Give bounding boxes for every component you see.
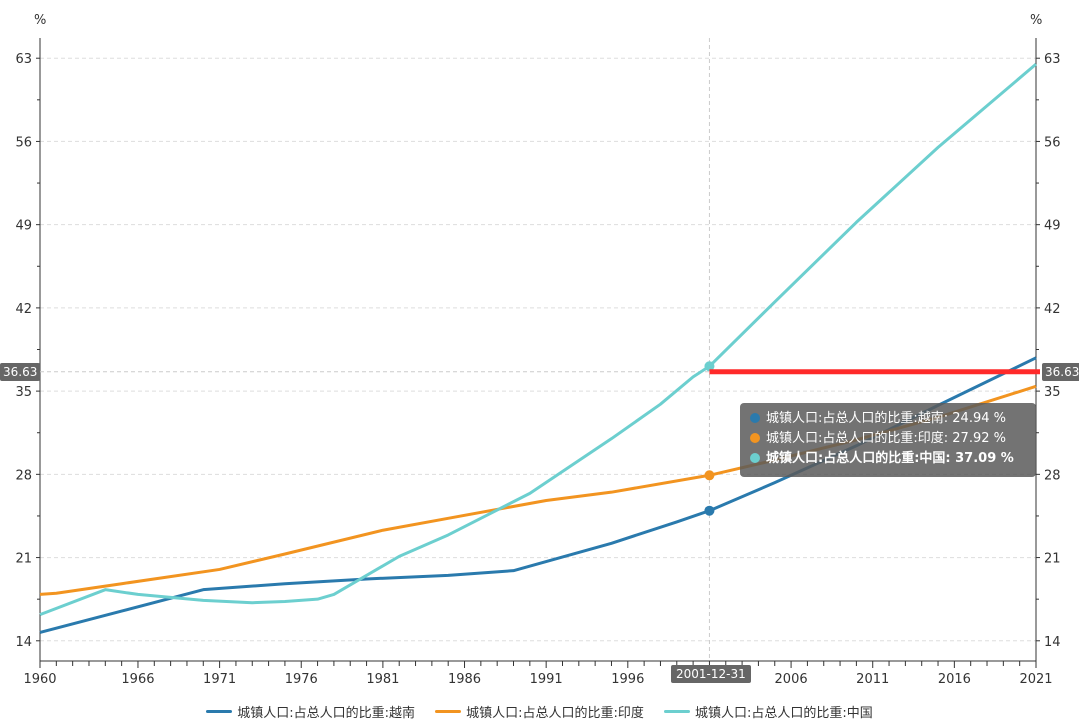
y-crosshair-label-left: 36.63 <box>0 363 41 381</box>
x-tick-label: 1996 <box>611 672 644 687</box>
legend: 城镇人口:占总人口的比重:越南 城镇人口:占总人口的比重:印度 城镇人口:占总人… <box>0 702 1079 721</box>
legend-item-india[interactable]: 城镇人口:占总人口的比重:印度 <box>435 702 644 721</box>
y-crosshair-label-right: 36.63 <box>1042 363 1079 381</box>
x-tick-label: 2006 <box>775 672 808 687</box>
y-tick-label-left: 49 <box>15 219 32 234</box>
y-tick-label-left: 35 <box>15 385 32 400</box>
y-tick-label-right: 28 <box>1044 468 1061 483</box>
y-tick-label-left: 63 <box>15 52 32 67</box>
x-tick-label: 1981 <box>366 672 399 687</box>
y-tick-label-left: 28 <box>15 468 32 483</box>
series-line-2 <box>39 63 1037 617</box>
x-tick-label: 1966 <box>121 672 154 687</box>
series-dot-icon <box>750 453 760 463</box>
y-tick-label-right: 63 <box>1044 52 1061 67</box>
y-tick-label-left: 21 <box>15 552 32 567</box>
legend-item-china[interactable]: 城镇人口:占总人口的比重:中国 <box>664 702 873 721</box>
x-tick-label: 2016 <box>938 672 971 687</box>
x-tick-label: 1986 <box>448 672 481 687</box>
y-tick-label-right: 14 <box>1044 635 1061 650</box>
y-tick-label-right: 21 <box>1044 552 1061 567</box>
series-line-0 <box>39 356 1037 634</box>
series-dot-icon <box>750 433 760 443</box>
x-tick-label: 1960 <box>23 672 56 687</box>
y-tick-label-right: 42 <box>1044 302 1061 317</box>
series-point-2 <box>704 361 715 372</box>
y-tick-label-right: 35 <box>1044 385 1061 400</box>
tooltip-row: 城镇人口:占总人口的比重:越南: 24.94 % <box>750 409 1026 429</box>
tooltip: 城镇人口:占总人口的比重:越南: 24.94 % 城镇人口:占总人口的比重:印度… <box>740 403 1036 477</box>
y-tick-label-right: 49 <box>1044 219 1061 234</box>
x-tick-label: 1991 <box>530 672 563 687</box>
tooltip-row: 城镇人口:占总人口的比重:印度: 27.92 % <box>750 429 1026 449</box>
tooltip-row: 城镇人口:占总人口的比重:中国: 37.09 % <box>750 449 1026 469</box>
y-unit-left: % <box>34 13 46 28</box>
y-tick-label-right: 56 <box>1044 135 1061 150</box>
x-tick-label: 1976 <box>285 672 318 687</box>
x-tick-label: 1971 <box>203 672 236 687</box>
series-dot-icon <box>750 413 760 423</box>
y-tick-label-left: 56 <box>15 135 32 150</box>
legend-item-vietnam[interactable]: 城镇人口:占总人口的比重:越南 <box>206 702 415 721</box>
x-crosshair-label: 2001-12-31 <box>671 665 751 683</box>
series-point-0 <box>704 505 715 516</box>
y-tick-label-left: 14 <box>15 635 32 650</box>
x-tick-label: 2011 <box>856 672 889 687</box>
y-unit-right: % <box>1030 13 1042 28</box>
series-point-1 <box>704 470 715 481</box>
y-tick-label-left: 42 <box>15 302 32 317</box>
x-tick-label: 2021 <box>1019 672 1052 687</box>
